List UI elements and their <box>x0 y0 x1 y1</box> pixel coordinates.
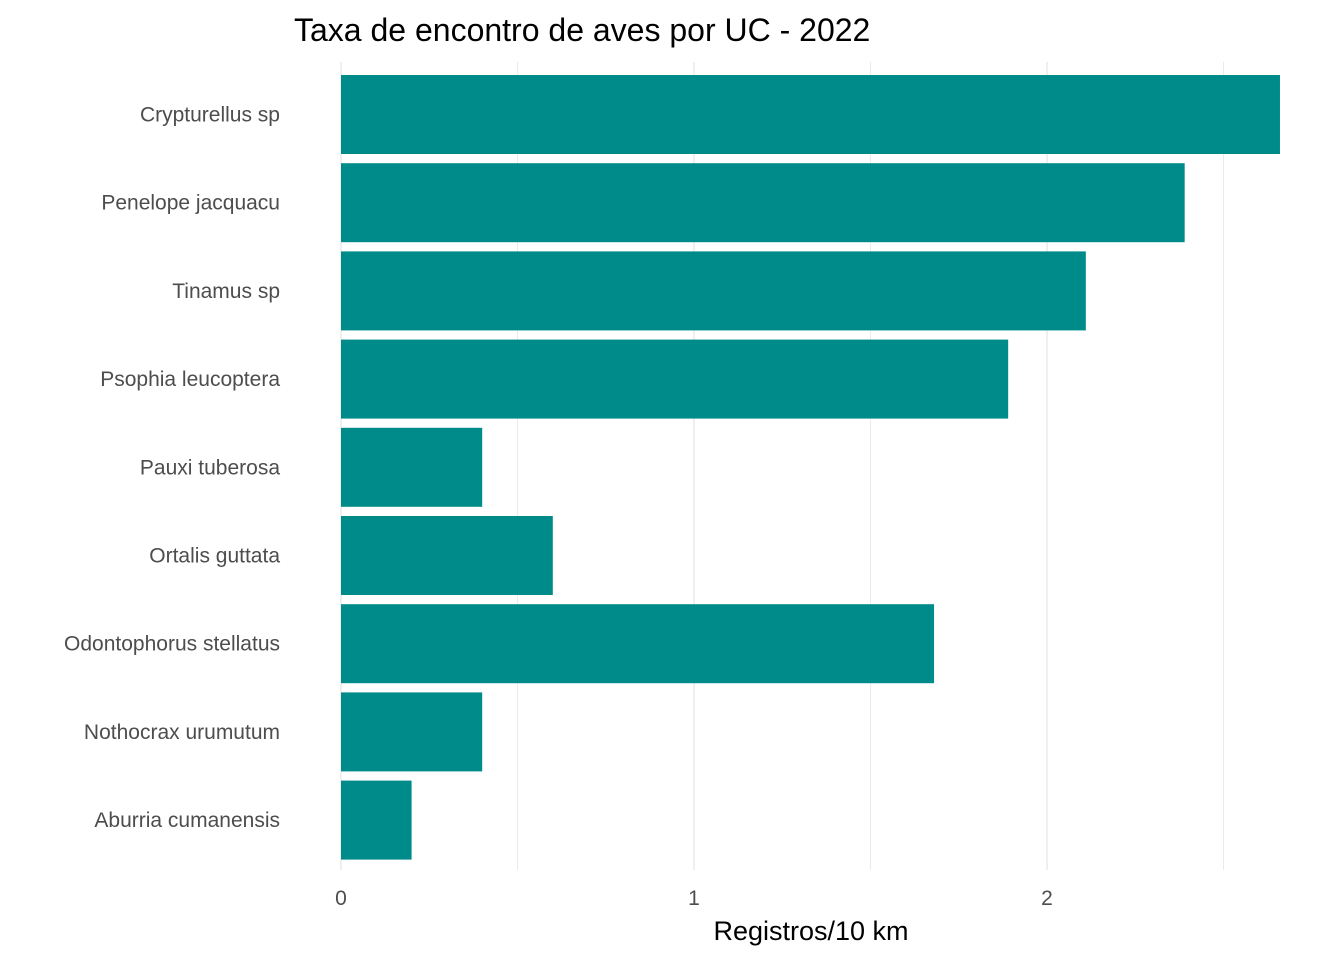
category-label: Tinamus sp <box>172 280 280 303</box>
bar <box>341 163 1185 243</box>
bar <box>341 780 412 860</box>
category-label: Odontophorus stellatus <box>64 633 280 656</box>
category-label: Aburria cumanensis <box>94 809 280 832</box>
bar <box>341 339 1009 419</box>
bar <box>341 692 483 772</box>
bar <box>341 251 1086 331</box>
category-label: Ortalis guttata <box>149 545 280 568</box>
category-label: Nothocrax urumutum <box>84 721 280 744</box>
x-tick-label: 0 <box>335 887 347 910</box>
x-tick-labels: 0 1 2 <box>335 887 1053 910</box>
category-label: Pauxi tuberosa <box>140 456 280 479</box>
x-axis-title: Registros/10 km <box>713 916 908 946</box>
bar <box>341 604 935 684</box>
x-tick-label: 2 <box>1041 887 1053 910</box>
x-tick-label: 1 <box>688 887 700 910</box>
bar <box>341 75 1280 154</box>
category-labels: Crypturellus sp Penelope jacquacu Tinamus … <box>64 104 280 833</box>
category-label: Psophia leucoptera <box>100 368 280 391</box>
bar <box>341 427 483 507</box>
category-label: Crypturellus sp <box>140 104 280 127</box>
chart-title: Taxa de encontro de aves por UC - 2022 <box>294 12 870 48</box>
category-label: Penelope jacquacu <box>101 192 280 215</box>
bar <box>341 516 553 595</box>
bar-layer <box>341 75 1280 860</box>
